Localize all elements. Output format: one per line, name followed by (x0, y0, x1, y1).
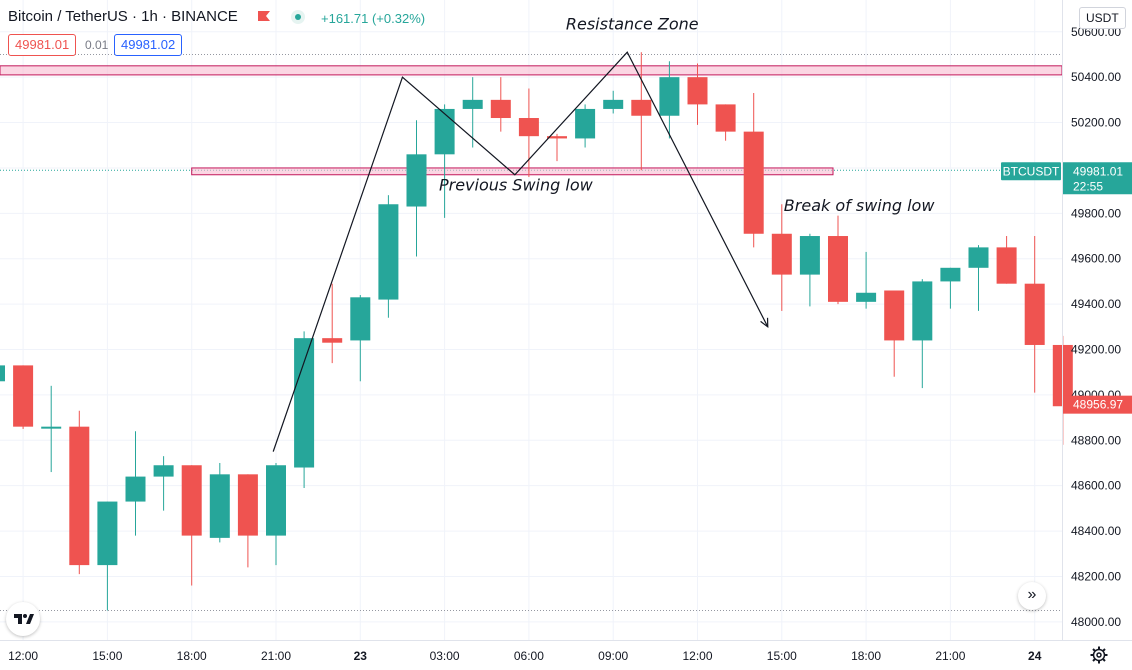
symbol-tag (1001, 162, 1061, 181)
buy-button[interactable]: 49981.02 (114, 34, 183, 56)
candle-body (153, 465, 174, 477)
candle-body (799, 236, 820, 275)
candle-body (462, 99, 483, 109)
candle-body (294, 338, 315, 468)
candle-body (181, 465, 202, 536)
candle-body (518, 118, 539, 137)
swing-low-zone (191, 167, 834, 176)
time-tick-label: 18:00 (851, 649, 881, 663)
price-tick-label: 49800.00 (1071, 206, 1121, 220)
price-tick-label: 48200.00 (1071, 569, 1121, 583)
last-price-label: 48956.97 (1073, 398, 1123, 412)
candle-body (209, 474, 230, 538)
candle-body (97, 501, 118, 566)
candle-body (884, 290, 905, 341)
candle-body (378, 204, 399, 300)
double-chevron-right-icon: » (1027, 586, 1037, 603)
resistance-zone (0, 65, 1063, 76)
time-tick-label: 12:00 (8, 649, 38, 663)
break-swing-low-label: Break of swing low (784, 196, 936, 215)
time-axis: 12:00 15:00 18:00 21:00 23 03:00 06:00 09:00 12:… (0, 640, 1132, 663)
candle-body (406, 154, 427, 207)
price-tick-label: 48400.00 (1071, 524, 1121, 538)
candle-body (996, 247, 1017, 284)
price-change: +161.71 (+0.32%) (321, 11, 426, 26)
time-tick-label: 12:00 (682, 649, 712, 663)
time-tick-label: 03:00 (430, 649, 460, 663)
time-tick-label: 09:00 (598, 649, 628, 663)
flag-icon[interactable] (258, 11, 270, 21)
candle-body (266, 465, 286, 536)
scroll-to-realtime-button[interactable]: » (1018, 582, 1046, 610)
sell-button[interactable]: 49981.01 (8, 34, 77, 56)
price-tick-label: 49600.00 (1071, 252, 1121, 266)
candle-body (322, 338, 343, 343)
price-tick-label: 48000.00 (1071, 615, 1121, 629)
symbol-tag-label: BTCUSDT (1003, 164, 1060, 178)
candle-body (41, 426, 62, 429)
candle-body (69, 426, 90, 566)
candle-body (856, 292, 877, 302)
candle-body (715, 104, 736, 132)
time-tick-label: 21:00 (261, 649, 291, 663)
market-status-icon (291, 10, 305, 24)
candle-body (0, 365, 5, 382)
price-tick-label: 48600.00 (1071, 479, 1121, 493)
current-price-label: 49981.01 (1073, 164, 1123, 178)
price-tick-label: 50400.00 (1071, 70, 1121, 84)
candle-body (575, 108, 596, 139)
candlestick-series (0, 52, 1073, 611)
candle-body (350, 297, 371, 341)
time-tick-label: 15:00 (767, 649, 797, 663)
candle-body (434, 108, 455, 155)
candle-body (547, 136, 567, 139)
candle-body (687, 77, 708, 105)
tradingview-logo[interactable] (6, 602, 40, 636)
arrow-head (760, 317, 769, 329)
candle-body (659, 77, 680, 116)
candle-body (912, 281, 933, 341)
candle-body (603, 99, 624, 109)
swing-low-label: Previous Swing low (439, 176, 594, 195)
price-tick-label: 49200.00 (1071, 343, 1121, 357)
symbol-title[interactable]: Bitcoin / TetherUS · 1h · BINANCE (8, 8, 238, 25)
resistance-zone-label: Resistance Zone (566, 15, 699, 34)
last-price-tag (1063, 395, 1132, 414)
settings-gear-icon[interactable] (1090, 646, 1108, 664)
time-tick-label: 18:00 (177, 649, 207, 663)
price-tick-label: 48800.00 (1071, 433, 1121, 447)
time-tick-label: 21:00 (935, 649, 965, 663)
candle-body (13, 365, 34, 427)
time-tick-label: 24 (1028, 649, 1042, 663)
time-tick-label: 15:00 (92, 649, 122, 663)
candle-body (743, 131, 764, 234)
zigzag-line (272, 51, 769, 452)
candle-body (237, 474, 258, 536)
spread-value: 0.01 (85, 38, 109, 52)
candle-body (940, 267, 961, 282)
candle-body (631, 99, 652, 116)
currency-button[interactable]: USDT (1079, 7, 1126, 29)
tradingview-logo-icon (14, 614, 34, 624)
candle-body (125, 476, 146, 502)
price-axis: 48000.00 48200.00 48400.00 48600.00 48800.00… (1001, 0, 1132, 640)
candle-body (490, 99, 511, 119)
time-tick-label: 06:00 (514, 649, 544, 663)
countdown-label: 22:55 (1073, 179, 1103, 193)
current-price-tag (1063, 162, 1132, 195)
candle-body (1024, 283, 1045, 345)
zigzag-drawing (272, 51, 769, 452)
price-tick-label: 49400.00 (1071, 297, 1121, 311)
price-tick-label: 50200.00 (1071, 116, 1121, 130)
candle-body (968, 247, 989, 268)
grid-lines (0, 0, 1062, 640)
time-tick-label: 23 (354, 649, 368, 663)
candle-body (771, 233, 792, 275)
annotation-labels: Resistance Zone Previous Swing low Break o… (439, 15, 935, 216)
candle-body (828, 236, 848, 302)
